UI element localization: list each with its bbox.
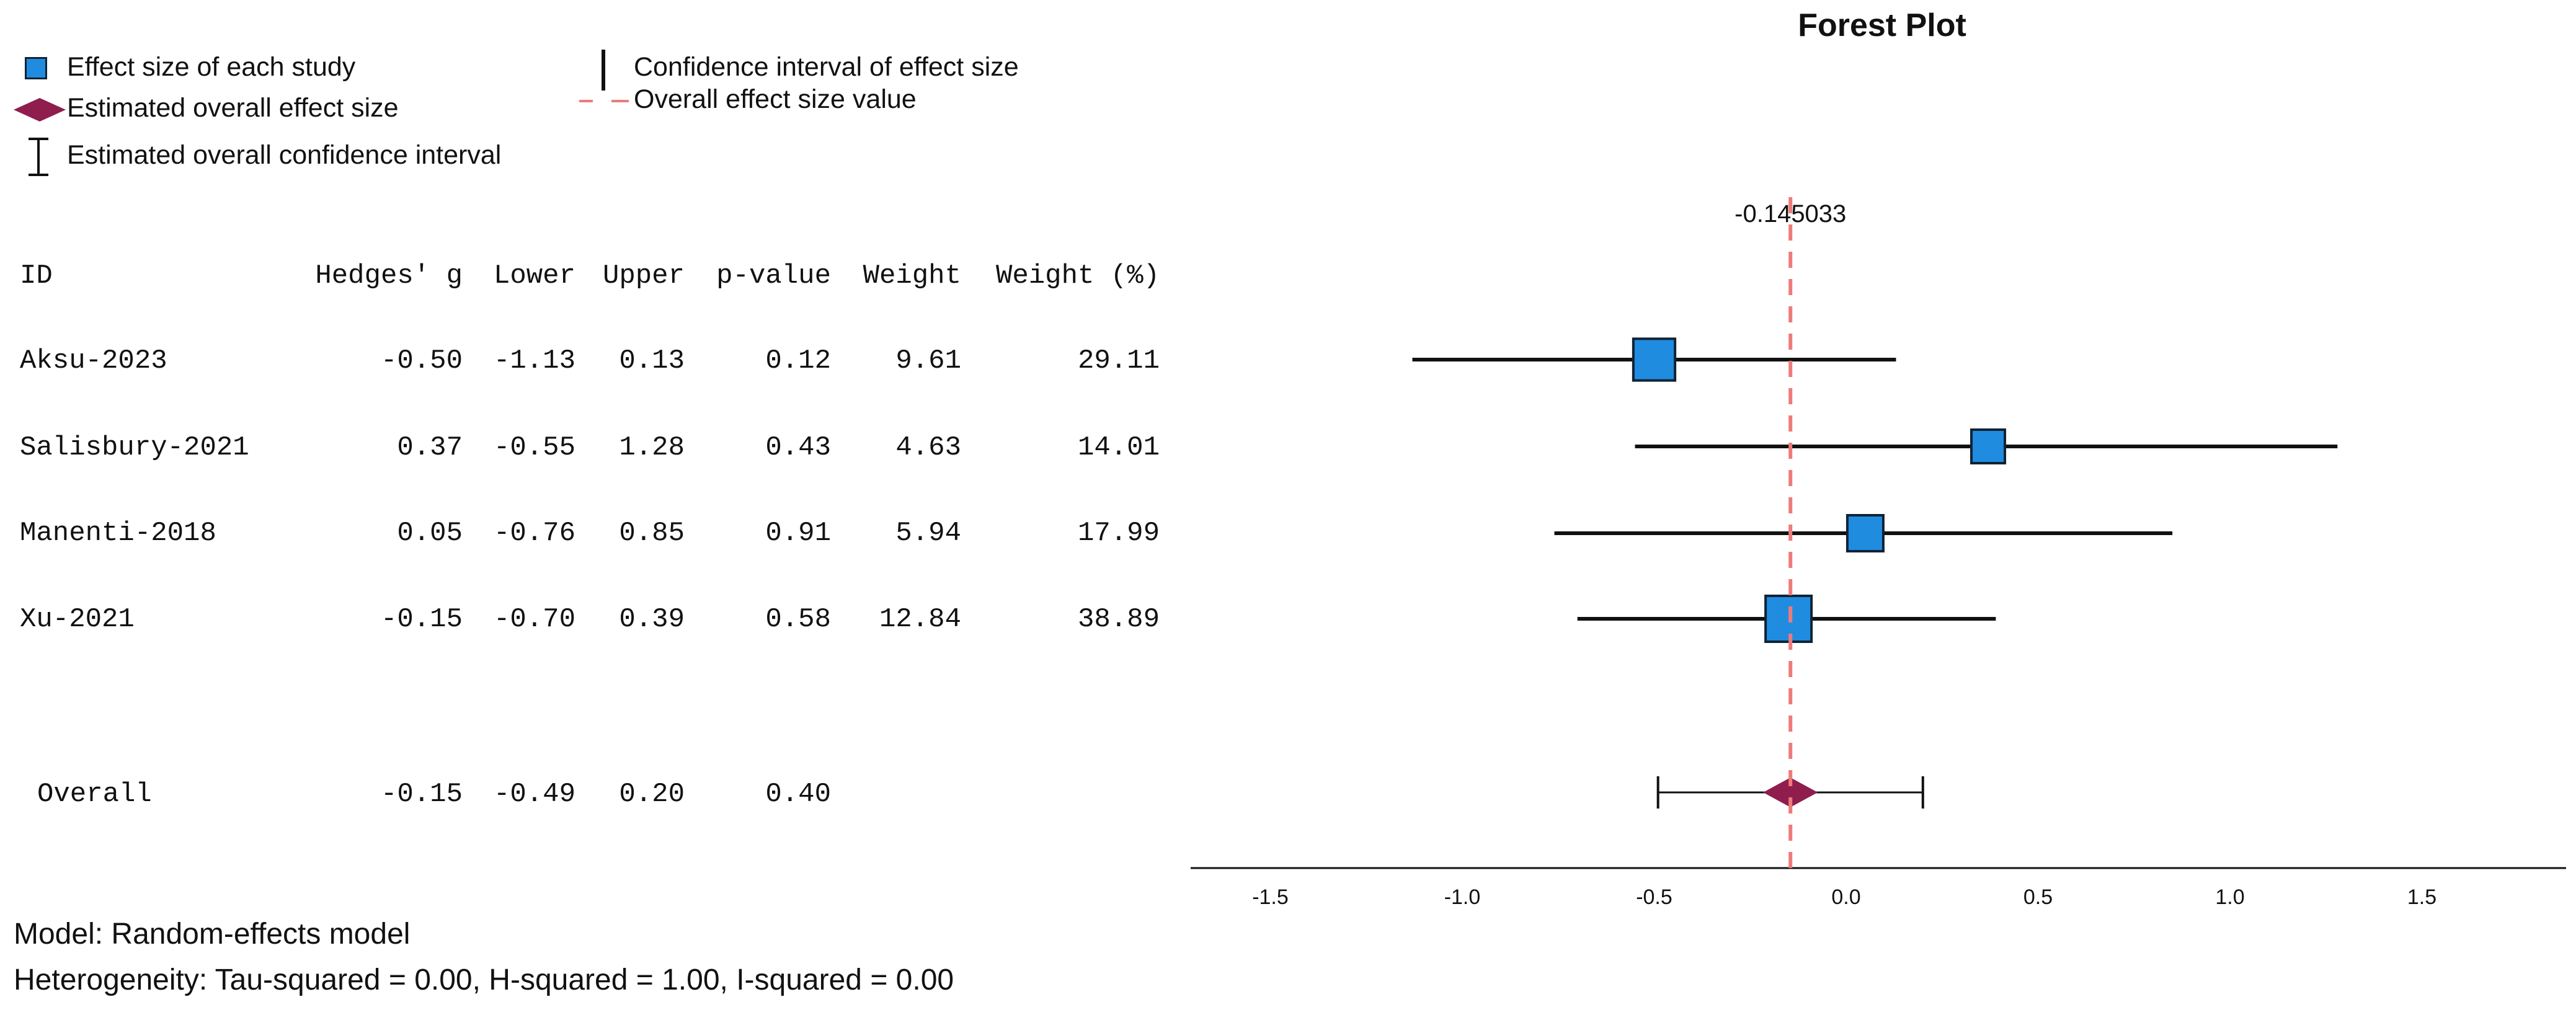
row-lower: -0.55: [493, 432, 575, 463]
row-lower: -0.70: [493, 604, 575, 635]
study-effect-box: [1970, 428, 2007, 465]
row-hedges-g: 0.37: [397, 432, 463, 463]
model-text: Model: Random-effects model: [14, 918, 411, 951]
row-weight: 12.84: [879, 604, 961, 635]
row-upper: 0.13: [619, 345, 685, 376]
legend-estimated-overall-effect-size: Estimated overall effect size: [67, 93, 399, 123]
vertical-line-legend-icon: [602, 50, 605, 91]
row-p-value: 0.12: [765, 345, 831, 376]
header-p-value: p-value: [716, 260, 831, 291]
row-id: Salisbury-2021: [20, 432, 249, 463]
row-hedges-g: -0.50: [380, 345, 463, 376]
legend: Effect size of each study Estimated over…: [0, 0, 1178, 186]
row-upper: 0.39: [619, 604, 685, 635]
row-id: Xu-2021: [20, 604, 135, 635]
overall-lower: -0.49: [493, 779, 575, 810]
header-hedges-g: Hedges' g: [315, 260, 463, 291]
header-upper: Upper: [602, 260, 685, 291]
row-hedges-g: 0.05: [397, 518, 463, 549]
x-tick-label: -1.5: [1252, 885, 1289, 909]
overall-p-value: 0.40: [765, 779, 831, 810]
row-p-value: 0.58: [765, 604, 831, 635]
x-tick-label: 0.0: [1831, 885, 1860, 909]
row-weight: 4.63: [895, 432, 961, 463]
header-lower: Lower: [493, 260, 575, 291]
legend-effect-size-each-study: Effect size of each study: [67, 52, 356, 82]
row-hedges-g: -0.15: [380, 604, 463, 635]
dashed-line-legend-icon: [579, 100, 629, 102]
row-id: Manenti-2018: [20, 518, 216, 549]
overall-upper: 0.20: [619, 779, 685, 810]
study-effect-box: [1632, 337, 1677, 382]
x-tick-label: -0.5: [1636, 885, 1672, 909]
overall-hedges-g: -0.15: [380, 779, 463, 810]
row-p-value: 0.91: [765, 518, 831, 549]
footer: Model: Random-effects model Heterogeneit…: [14, 911, 954, 1003]
row-weight: 9.61: [895, 345, 961, 376]
x-tick-label: -1.0: [1444, 885, 1481, 909]
header-id: ID: [20, 260, 53, 291]
row-weight-pct: 14.01: [1077, 432, 1160, 463]
row-id: Aksu-2023: [20, 345, 167, 376]
row-weight-pct: 17.99: [1077, 518, 1160, 549]
plot-title: Forest Plot: [1798, 7, 1966, 43]
row-weight-pct: 38.89: [1077, 604, 1160, 635]
study-effect-box: [1845, 513, 1885, 553]
row-lower: -0.76: [493, 518, 575, 549]
legend-ci-of-effect-size: Confidence interval of effect size: [634, 52, 1019, 82]
results-table: ID Hedges' g Lower Upper p-value Weight …: [0, 236, 1191, 837]
study-box-legend-icon: [25, 57, 47, 79]
row-weight-pct: 29.11: [1077, 345, 1160, 376]
header-weight: Weight: [863, 260, 961, 291]
ci-bar-legend-icon: [29, 138, 48, 176]
row-lower: -1.13: [493, 345, 575, 376]
header-weight-pct: Weight (%): [995, 260, 1160, 291]
x-tick-label: 0.5: [2023, 885, 2053, 909]
overall-effect-diamond: [1763, 778, 1818, 807]
x-tick-label: 1.5: [2407, 885, 2436, 909]
legend-overall-effect-size-value: Overall effect size value: [634, 84, 917, 114]
row-upper: 1.28: [619, 432, 685, 463]
overall-id: Overall: [37, 779, 152, 810]
row-p-value: 0.43: [765, 432, 831, 463]
study-effect-box: [1764, 595, 1813, 643]
diamond-legend-icon: [14, 98, 66, 122]
row-weight: 5.94: [895, 518, 961, 549]
x-tick-label: 1.0: [2215, 885, 2244, 909]
row-upper: 0.85: [619, 518, 685, 549]
heterogeneity-text: Heterogeneity: Tau-squared = 0.00, H-squ…: [14, 964, 954, 996]
legend-estimated-overall-ci: Estimated overall confidence interval: [67, 140, 502, 170]
